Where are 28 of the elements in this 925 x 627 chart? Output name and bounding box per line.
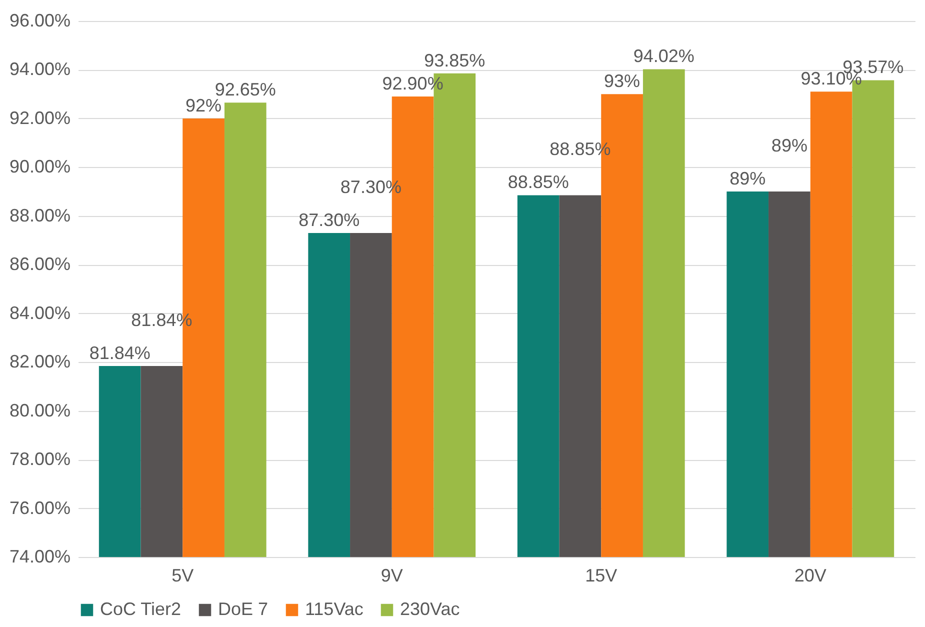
legend-label: DoE 7 bbox=[218, 599, 268, 619]
data-label: 87.30% bbox=[298, 210, 360, 230]
legend-label: 230Vac bbox=[400, 599, 460, 619]
x-tick-label: 9V bbox=[380, 566, 403, 586]
legend-label: CoC Tier2 bbox=[100, 599, 182, 619]
y-tick-label: 84.00% bbox=[9, 302, 70, 323]
y-tick-label: 82.00% bbox=[9, 352, 70, 372]
data-label: 88.85% bbox=[508, 172, 569, 192]
y-tick-label: 88.00% bbox=[9, 205, 70, 226]
y-tick-label: 78.00% bbox=[9, 449, 70, 470]
data-label: 89% bbox=[771, 136, 808, 156]
data-label: 81.84% bbox=[89, 342, 150, 363]
data-label: 93.85% bbox=[424, 50, 486, 70]
y-tick-label: 94.00% bbox=[9, 59, 70, 80]
legend-label: 115Vac bbox=[305, 599, 364, 619]
data-label: 94.02% bbox=[633, 46, 694, 66]
y-tick-label: 74.00% bbox=[9, 546, 70, 566]
y-tick-label: 76.00% bbox=[9, 498, 70, 518]
y-tick-label: 86.00% bbox=[9, 254, 70, 274]
y-tick-label: 96.00% bbox=[9, 10, 70, 30]
x-tick-label: 5V bbox=[172, 566, 194, 586]
data-label: 89% bbox=[730, 168, 766, 189]
y-tick-label: 90.00% bbox=[9, 156, 70, 177]
data-label: 93% bbox=[604, 71, 640, 92]
y-tick-label: 80.00% bbox=[9, 400, 70, 420]
x-tick-label: 15V bbox=[585, 566, 618, 586]
y-tick-label: 92.00% bbox=[9, 108, 70, 128]
x-tick-label: 20V bbox=[794, 566, 826, 586]
